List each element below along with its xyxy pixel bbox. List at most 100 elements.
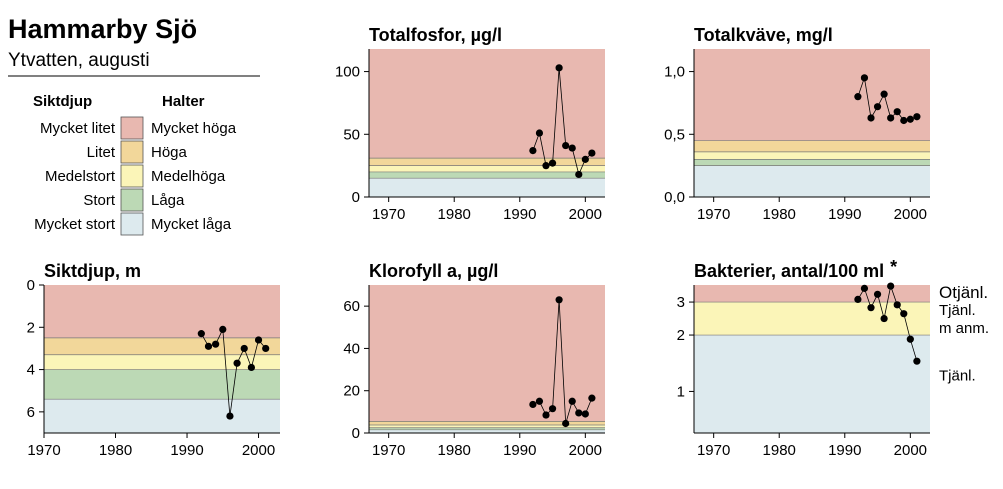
data-point (575, 409, 583, 417)
data-point (588, 149, 596, 157)
zone-label: m anm. (939, 320, 989, 337)
class-band (369, 178, 605, 197)
legend-swatch (120, 212, 144, 236)
y-tick-label: 40 (343, 340, 360, 357)
data-point (535, 397, 544, 405)
data-point (867, 304, 875, 312)
data-point (262, 344, 270, 353)
data-point (900, 116, 908, 125)
data-point (860, 74, 869, 82)
y-tick-label: 0,0 (664, 189, 685, 206)
chart-title: Klorofyll a, µg/l (369, 261, 498, 281)
chart-siktdjup: Siktdjup, m 1970 1980 1990 2000 0 2 4 6 (27, 261, 280, 459)
data-point (581, 410, 589, 418)
data-point (880, 90, 888, 98)
zone-label: Tjänl. (939, 302, 976, 319)
y-tick-label: 1,0 (664, 64, 685, 81)
x-tick-label: 1990 (828, 442, 861, 459)
data-point (219, 325, 227, 333)
legend-heading-halter: Halter (162, 93, 205, 110)
data-point (254, 336, 263, 344)
data-point (900, 310, 908, 318)
data-point (548, 405, 557, 413)
y-tick-label: 0 (352, 425, 360, 442)
chart-title: Totalkväve, mg/l (694, 25, 833, 45)
chart-bakterier: Bakterier, antal/100 ml * 1970 1980 1990 2000… (677, 257, 989, 459)
data-point (542, 411, 550, 419)
y-tick-label: 60 (343, 298, 360, 315)
data-point (906, 115, 914, 123)
data-point (212, 340, 220, 348)
legend-swatch (120, 140, 144, 164)
legend-row-right: Höga (151, 144, 188, 161)
data-point (568, 397, 576, 405)
class-band (369, 49, 605, 159)
x-tick-label: 1970 (372, 206, 405, 223)
chart-klorofyll: Klorofyll a, µg/l 1970 1980 1990 2000 0 20 40 60 (343, 261, 605, 459)
class-band (44, 369, 280, 400)
page-title: Hammarby Sjö (8, 14, 197, 44)
series-line (857, 284, 918, 362)
data-point (906, 335, 914, 343)
zone-label: Tjänl. (939, 367, 976, 384)
legend-row-left: Medelstort (45, 168, 116, 185)
title-suffix: * (890, 257, 897, 277)
class-band (694, 159, 930, 166)
data-point (887, 114, 895, 122)
x-tick-label: 1980 (438, 442, 471, 459)
class-band (44, 285, 280, 338)
class-band (369, 285, 605, 422)
series-line (200, 327, 267, 417)
legend-swatch (120, 116, 144, 140)
y-tick-label: 1 (677, 383, 685, 400)
data-point (887, 282, 895, 290)
data-point (854, 295, 862, 303)
y-tick-label: 20 (343, 383, 360, 400)
y-tick-label: 3 (677, 294, 685, 311)
data-point (893, 108, 901, 116)
data-point (204, 342, 213, 350)
x-tick-label: 1990 (503, 442, 536, 459)
legend-row-right: Medelhöga (151, 168, 226, 185)
class-band (694, 285, 930, 303)
class-band (369, 165, 605, 172)
y-tick-label: 0,5 (664, 126, 685, 143)
chart-fosfor: Totalfosfor, µg/l 1970 1980 1990 2000 0 50 100 (335, 25, 605, 223)
class-band (44, 337, 280, 355)
y-tick-label: 0 (27, 277, 35, 294)
class-band (369, 158, 605, 166)
chart-title: Siktdjup, m (44, 261, 141, 281)
zone-label: Otjänl. (939, 283, 988, 302)
data-point (197, 330, 205, 338)
legend-swatch (120, 164, 144, 188)
class-band (44, 354, 280, 370)
data-point (913, 357, 921, 365)
data-point (854, 93, 862, 101)
class-band (44, 399, 280, 433)
legend-row-right: Låga (151, 192, 185, 209)
x-tick-label: 2000 (894, 206, 927, 223)
data-point (873, 103, 882, 111)
chart-kvave: Totalkväve, mg/l 1970 1980 1990 2000 0,0 0,5 1,… (664, 25, 930, 223)
x-tick-label: 1980 (99, 442, 132, 459)
y-tick-label: 6 (27, 404, 35, 421)
y-tick-label: 0 (352, 189, 360, 206)
data-point (233, 359, 241, 367)
data-point (575, 170, 583, 179)
class-band (369, 424, 605, 428)
x-tick-label: 1990 (170, 442, 203, 459)
x-tick-label: 1980 (763, 206, 796, 223)
legend-row-left: Stort (83, 192, 116, 209)
data-point (880, 314, 888, 323)
data-point (581, 155, 589, 163)
data-point (913, 113, 921, 121)
data-point (240, 344, 248, 353)
x-tick-label: 1990 (503, 206, 536, 223)
data-point (529, 146, 537, 155)
data-point (548, 159, 557, 167)
class-band (369, 171, 605, 179)
data-point (535, 129, 544, 137)
y-tick-label: 2 (677, 327, 685, 344)
